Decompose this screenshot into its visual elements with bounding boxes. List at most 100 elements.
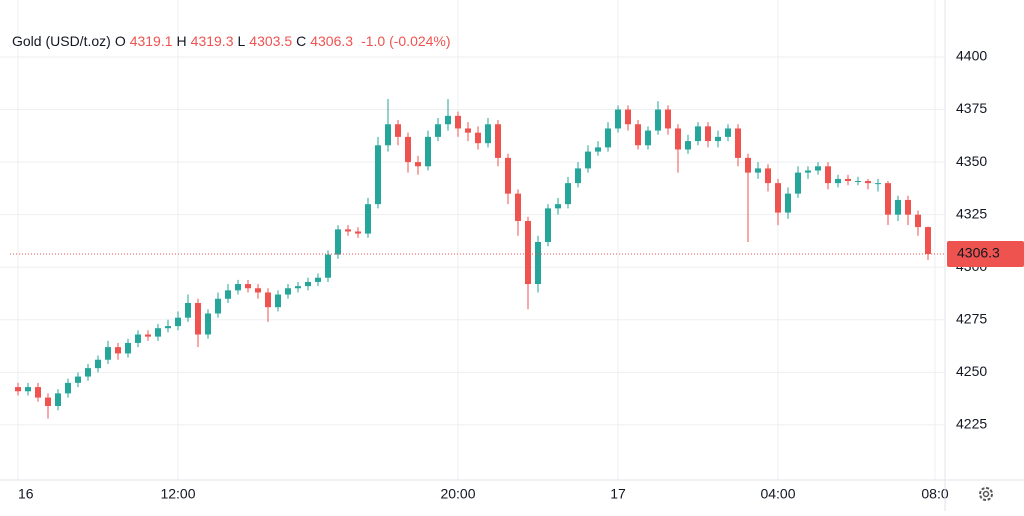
candle-body (205, 313, 211, 335)
candle-body (875, 183, 881, 185)
candle-body (785, 193, 791, 213)
candle-body (825, 166, 831, 184)
candle-body (525, 220, 531, 285)
candle-body (115, 347, 121, 354)
x-tick-label: 12:00 (160, 486, 195, 502)
candle-body (755, 168, 761, 173)
candle-body (435, 124, 441, 137)
candle-body (325, 254, 331, 278)
y-tick-label: 4375 (956, 100, 987, 116)
candle-body (625, 109, 631, 125)
candle-body (545, 208, 551, 242)
candle-body (35, 387, 41, 398)
candle-body (775, 183, 781, 213)
x-tick-label: 17 (610, 486, 626, 502)
ohlc-key: O (115, 33, 126, 49)
candle-body (385, 124, 391, 146)
candle-body (315, 277, 321, 282)
candle-body (915, 214, 921, 228)
y-tick-label: 4225 (956, 416, 987, 432)
candle-body (695, 126, 701, 142)
legend-header: Gold (USD/t.oz) O 4319.1 H 4319.3 L 4303.5 C 430… (12, 33, 451, 49)
candle-body (515, 193, 521, 221)
ohlc-value: 4319.1 (130, 33, 173, 49)
candle-body (905, 199, 911, 215)
candle-body (615, 109, 621, 129)
candle-body (645, 130, 651, 146)
candle-body (815, 166, 821, 171)
candle-body (145, 334, 151, 337)
candle-body (395, 124, 401, 137)
candle-body (75, 376, 81, 383)
candle-body (605, 128, 611, 148)
price-label: 4306.3 (957, 245, 1000, 261)
candle-body (595, 147, 601, 152)
candle-body (705, 126, 711, 142)
candle-body (895, 199, 901, 215)
candle-body (265, 292, 271, 308)
y-tick-label: 4275 (956, 310, 987, 326)
candle-body (665, 109, 671, 129)
candle-body (455, 115, 461, 129)
candle-body (175, 317, 181, 327)
y-tick-label: 4250 (956, 363, 987, 379)
candle-body (635, 124, 641, 146)
candle-body (245, 284, 251, 289)
candle-body (855, 181, 861, 183)
candle-body (485, 124, 491, 144)
candle-body (15, 387, 21, 392)
candle-body (865, 181, 871, 184)
candle-body (465, 128, 471, 133)
candle-body (765, 168, 771, 184)
candle-body (95, 359, 101, 369)
candle-body (355, 231, 361, 234)
change-value: -1.0 (-0.024%) (361, 33, 450, 49)
x-tick-label: 08:0 (921, 486, 948, 502)
candle-body (725, 128, 731, 137)
candle-body (585, 151, 591, 169)
candle-body (105, 347, 111, 360)
candle-body (295, 286, 301, 289)
candle-body (305, 281, 311, 287)
candle-body (415, 162, 421, 167)
ohlc-key: L (237, 33, 245, 49)
candle-body (405, 136, 411, 163)
candle-body (845, 178, 851, 182)
candle-body (745, 157, 751, 173)
candle-body (555, 204, 561, 209)
candle-body (65, 382, 71, 394)
x-tick-label: 20:00 (440, 486, 475, 502)
candle-body (715, 136, 721, 142)
x-tick-label: 16 (18, 486, 34, 502)
candle-body (375, 145, 381, 205)
candle-body (565, 183, 571, 205)
candle-body (215, 298, 221, 314)
price-label-box (947, 240, 1024, 267)
ohlc-value: 4303.5 (249, 33, 292, 49)
candle-body (675, 128, 681, 150)
candle-body (345, 229, 351, 232)
candle-body (805, 170, 811, 173)
settings-icon[interactable] (979, 487, 993, 501)
candle-body (275, 294, 281, 308)
candle-body (365, 204, 371, 234)
candle-body (735, 128, 741, 158)
candle-body (925, 227, 931, 254)
candle-body (195, 302, 201, 335)
candle-body (85, 368, 91, 377)
candle-body (135, 334, 141, 343)
ohlc-value: 4306.3 (310, 33, 353, 49)
candle-body (45, 397, 51, 406)
candle-body (655, 109, 661, 131)
candle-body (475, 132, 481, 144)
candle-body (125, 342, 131, 354)
candle-body (885, 183, 891, 215)
candle-body (235, 284, 241, 291)
candle-body (225, 290, 231, 299)
candle-body (505, 157, 511, 194)
x-tick-label: 04:00 (760, 486, 795, 502)
candle-body (425, 136, 431, 167)
candle-body (185, 302, 191, 318)
